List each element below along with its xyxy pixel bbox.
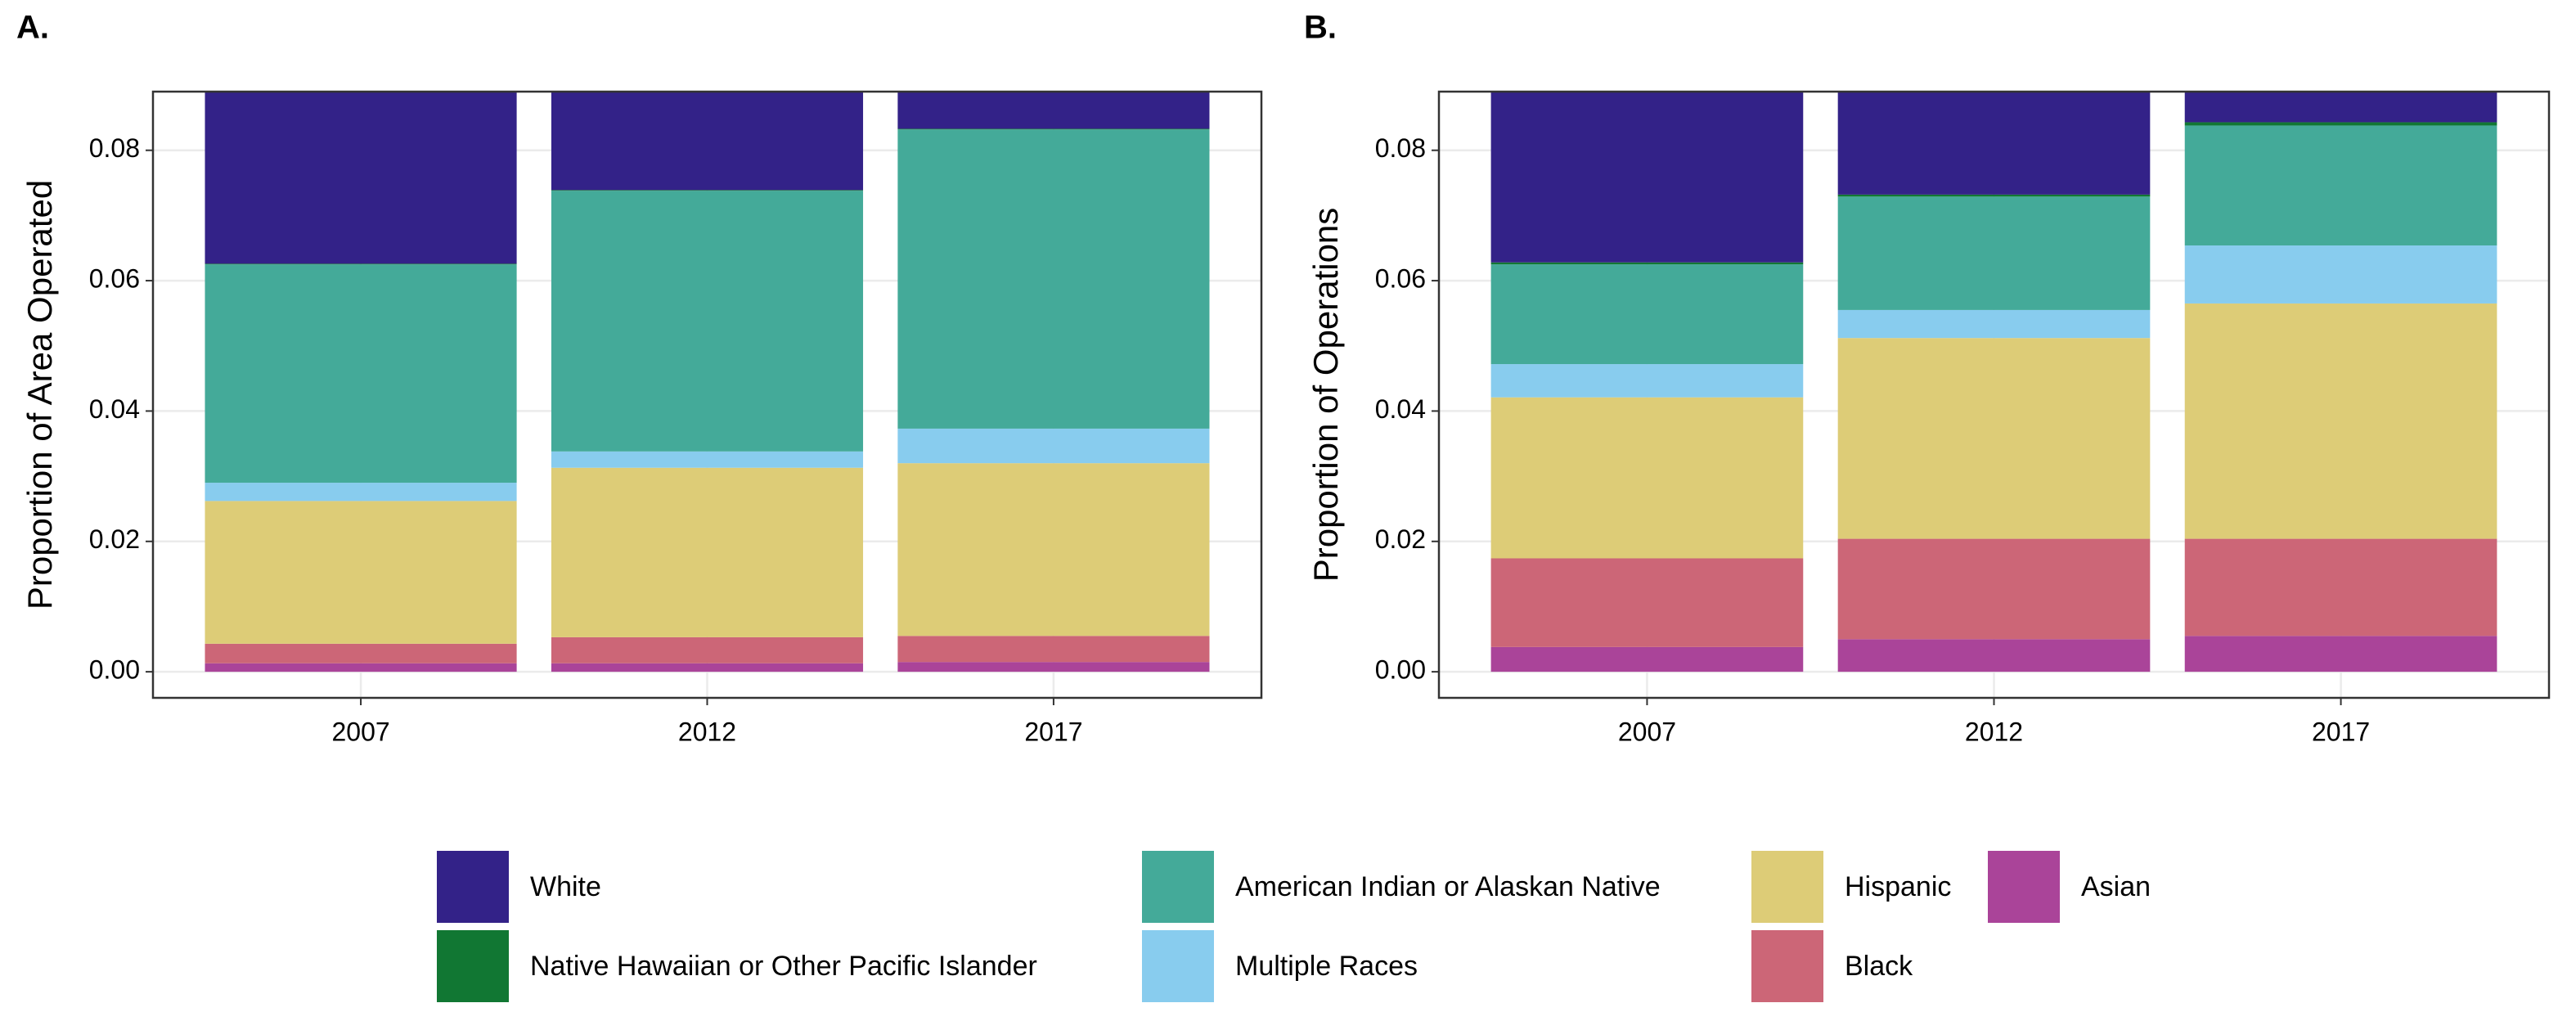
bars (1490, 92, 2497, 672)
bar-segment (551, 636, 864, 663)
legend-label: American Indian or Alaskan Native (1235, 871, 1661, 902)
y-tick-label: 0.08 (89, 133, 140, 163)
bar-segment (2184, 538, 2497, 636)
bar-segment (1837, 196, 2151, 310)
y-axis-title: Proportion of Area Operated (20, 180, 59, 609)
bar-segment (1837, 538, 2151, 640)
bar-segment (897, 129, 1210, 429)
bar-segment (1490, 558, 1804, 647)
y-tick-label: 0.06 (89, 264, 140, 294)
bar-segment (897, 662, 1210, 672)
bar-segment (551, 663, 864, 672)
y-tick-label: 0.04 (1375, 394, 1426, 424)
bar-segment (2184, 125, 2497, 246)
bar-segment (897, 463, 1210, 636)
bar-segment (897, 128, 1210, 130)
bar-segment (205, 483, 517, 502)
y-tick-label: 0.06 (1375, 264, 1426, 294)
bar-segment (1490, 262, 1804, 265)
bar-segment (1490, 92, 1804, 263)
bar-segment (1837, 194, 2151, 197)
bar-segment (205, 92, 517, 264)
bar-segment (1837, 309, 2151, 339)
x-tick-label: 2007 (331, 717, 389, 746)
bar-segment (897, 92, 1210, 129)
bar-segment (897, 636, 1210, 663)
bar-segment (1490, 364, 1804, 398)
legend-label: Multiple Races (1235, 951, 1418, 982)
legend-key (1751, 930, 1823, 1002)
bar-segment (551, 191, 864, 452)
legend-key (1142, 930, 1214, 1002)
legend-label: Asian (2081, 871, 2151, 902)
y-tick-label: 0.02 (89, 524, 140, 554)
bar-segment (551, 451, 864, 468)
legend-label: Native Hawaiian or Other Pacific Islande… (530, 951, 1037, 982)
legend-label: White (530, 871, 601, 902)
bar-segment (205, 501, 517, 644)
bar-segment (2184, 122, 2497, 126)
bar-segment (205, 643, 517, 663)
legend-label: Black (1845, 951, 1913, 982)
bar-segment (205, 264, 517, 484)
bar-segment (1490, 397, 1804, 559)
legend-key (1751, 851, 1823, 923)
bar-segment (205, 263, 517, 265)
bar-segment (1490, 646, 1804, 672)
plot-border (1437, 90, 2551, 699)
legend-key (1142, 851, 1214, 923)
y-tick-label: 0.00 (89, 655, 140, 685)
x-tick-label: 2017 (1024, 717, 1082, 746)
legend-label: Hispanic (1845, 871, 1951, 902)
x-tick-label: 2012 (678, 717, 736, 746)
x-tick-label: 2012 (1965, 717, 2023, 746)
plot-border (151, 90, 1263, 699)
bar-segment (1837, 338, 2151, 539)
x-tick-label: 2017 (2312, 717, 2370, 746)
y-tick-label: 0.04 (89, 394, 140, 424)
bar-segment (551, 92, 864, 191)
legend-key (437, 930, 509, 1002)
bar-segment (2184, 92, 2497, 123)
bar-segment (2184, 245, 2497, 304)
panel-tag: A. (16, 10, 49, 46)
legend-key (1988, 851, 2060, 923)
bar-segment (1837, 639, 2151, 672)
panel-tag: B. (1304, 10, 1337, 46)
bar-segment (551, 190, 864, 191)
bar-segment (1837, 92, 2151, 195)
bar-segment (897, 428, 1210, 464)
bar-segment (551, 467, 864, 637)
y-tick-label: 0.08 (1375, 133, 1426, 163)
y-tick-label: 0.02 (1375, 524, 1426, 554)
bars (205, 92, 1210, 672)
y-axis-title: Proportion of Operations (1306, 208, 1345, 582)
x-tick-label: 2007 (1618, 717, 1676, 746)
bar-segment (2184, 303, 2497, 539)
y-tick-label: 0.00 (1375, 655, 1426, 685)
bar-segment (1490, 264, 1804, 365)
bar-segment (205, 663, 517, 672)
bar-segment (2184, 636, 2497, 672)
legend-key (437, 851, 509, 923)
